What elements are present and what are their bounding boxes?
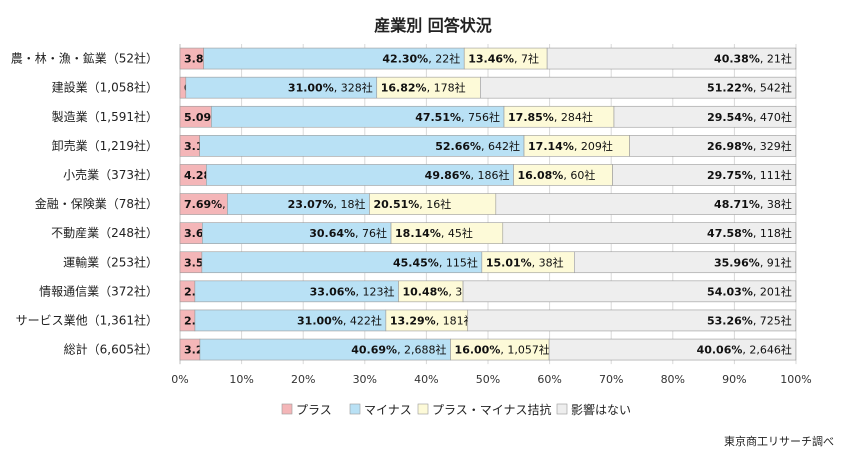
category-label: 小売業（373社）	[63, 167, 158, 182]
category-label: 金融・保険業（78社）	[35, 196, 158, 211]
x-tick-label: 60%	[537, 373, 561, 386]
data-label: 16.00%, 1,057社	[455, 343, 550, 357]
bar-segment	[612, 164, 797, 186]
data-label: 17.14%, 209社	[528, 139, 613, 153]
category-label: 製造業（1,591社）	[52, 109, 158, 124]
data-label: 51.22%, 542社	[707, 81, 792, 95]
x-tick-label: 80%	[661, 373, 685, 386]
x-tick-label: 10%	[229, 373, 253, 386]
data-label: 53.26%, 725社	[707, 313, 792, 327]
data-label: 54.03%, 201社	[707, 284, 792, 298]
chart-title: 産業別 回答状況	[374, 16, 492, 35]
category-label: 不動産業（248社）	[51, 225, 158, 240]
legend-swatch	[417, 403, 429, 415]
legend-swatch	[281, 403, 293, 415]
category-label: 情報通信業（372社）	[39, 283, 158, 298]
category-label: サービス業他（1,361社）	[16, 312, 158, 327]
data-label: 52.66%, 642社	[435, 139, 520, 153]
x-axis-ticks: 0% 10% 20% 30% 40% 50% 60% 70% 80% 90% 100%	[171, 373, 811, 386]
data-label: 13.29%, 181社	[390, 313, 475, 327]
data-label: 49.86%, 186社	[425, 168, 510, 182]
category-labels: 農・林・漁・鉱業（52社） 建設業（1,058社） 製造業（1,591社） 卸売業（1…	[11, 51, 158, 357]
x-tick-label: 30%	[353, 373, 377, 386]
data-label: 45.45%, 115社	[393, 255, 478, 269]
data-label: 18.14%, 45社	[395, 226, 473, 240]
bar-segment	[495, 193, 797, 215]
bar-segment	[548, 338, 797, 361]
data-label: 40.06%, 2,646社	[697, 343, 792, 357]
bar-segment	[613, 105, 797, 128]
category-label: 総計（6,605社）	[64, 342, 158, 357]
data-label: 15.01%, 38社	[486, 255, 564, 269]
category-label: 運輸業（253社）	[63, 254, 158, 269]
data-label: 13.46%, 7社	[468, 52, 539, 66]
legend-swatch	[556, 403, 568, 415]
legend: プラス マイナス プラス・マイナス拮抗 影響はない	[281, 402, 631, 417]
x-tick-label: 90%	[722, 373, 746, 386]
data-label: 48.71%, 38社	[714, 197, 792, 211]
legend-label: プラス	[296, 403, 332, 417]
data-label: 35.96%, 91社	[714, 255, 792, 269]
data-label: 42.30%, 22社	[382, 52, 460, 66]
category-label: 建設業（1,058社）	[52, 80, 158, 95]
data-label: 16.82%, 178社	[381, 81, 466, 95]
bar-segment	[467, 309, 797, 332]
category-label: 農・林・漁・鉱業（52社）	[11, 51, 158, 66]
x-tick-label: 70%	[599, 373, 623, 386]
x-tick-label: 0%	[171, 373, 188, 386]
bar-segment	[502, 222, 797, 244]
x-tick-label: 40%	[414, 373, 438, 386]
x-tick-label: 50%	[476, 373, 500, 386]
source-note: 東京商工リサーチ調べ	[724, 434, 834, 448]
data-label: 23.07%, 18社	[288, 197, 366, 211]
bar-segment	[629, 135, 797, 157]
x-tick-label: 20%	[291, 373, 315, 386]
data-label: 16.08%, 60社	[518, 168, 596, 182]
legend-label: マイナス	[364, 403, 412, 417]
data-label: 47.58%, 118社	[707, 226, 792, 240]
data-label: 29.75%, 111社	[707, 168, 792, 182]
legend-label: 影響はない	[571, 402, 631, 417]
bar-segment	[462, 280, 797, 303]
data-label: 26.98%, 329社	[707, 139, 792, 153]
bar-segment	[574, 251, 797, 274]
data-label: 33.06%, 123社	[310, 284, 395, 298]
legend-label: プラス・マイナス拮抗	[432, 402, 552, 417]
x-tick-label: 100%	[780, 373, 811, 386]
data-label: 40.69%, 2,688社	[351, 343, 446, 357]
data-label: 17.85%, 284社	[508, 110, 593, 124]
bar-segment	[480, 76, 797, 99]
legend-swatch	[349, 403, 361, 415]
bar-segment	[546, 47, 797, 70]
category-label: 卸売業（1,219社）	[52, 138, 158, 153]
data-label: 31.00%, 328社	[288, 81, 373, 95]
data-label: 47.51%, 756社	[415, 110, 500, 124]
data-label: 40.38%, 21社	[714, 52, 792, 66]
data-label: 31.00%, 422社	[297, 313, 382, 327]
data-label: 30.64%, 76社	[309, 226, 387, 240]
data-label: 29.54%, 470社	[707, 110, 792, 124]
data-label: 20.51%, 16社	[373, 197, 451, 211]
